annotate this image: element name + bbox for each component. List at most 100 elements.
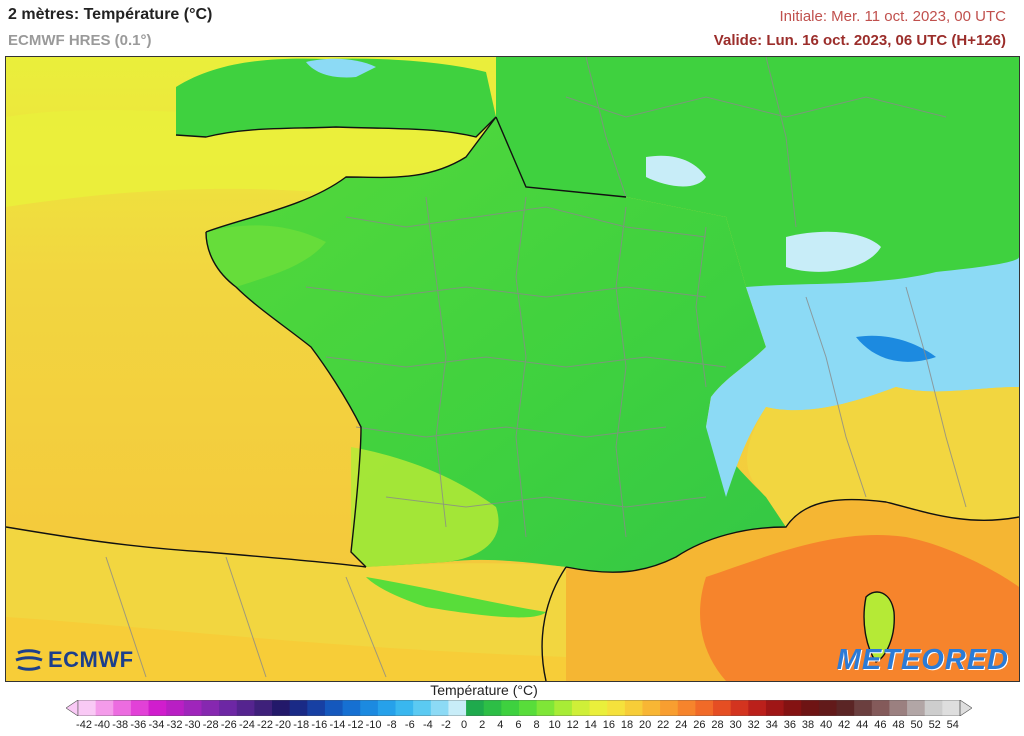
legend-max-arrow	[959, 700, 972, 716]
legend-swatch	[642, 700, 661, 716]
brittany-light	[206, 225, 326, 287]
legend-swatch	[377, 700, 397, 716]
legend-swatch	[907, 700, 926, 716]
legend-swatch	[183, 700, 202, 716]
legend-swatch	[589, 700, 608, 716]
legend-tick-label: 24	[675, 719, 688, 731]
legend-tick-label: -10	[365, 719, 382, 731]
legend-swatch	[730, 700, 749, 716]
initial-time: Initiale: Mer. 11 oct. 2023, 00 UTC	[779, 8, 1006, 25]
legend-tick-label: 10	[548, 719, 561, 731]
legend-tick-label: -32	[166, 719, 183, 731]
legend-swatch	[254, 700, 273, 716]
legend-swatch	[607, 700, 626, 716]
legend-swatch	[854, 700, 873, 716]
legend-swatch	[413, 700, 432, 716]
legend-swatch	[130, 700, 150, 716]
legend-tick-label: -34	[148, 719, 165, 731]
legend-ticks: -42 -40 -38 -36 -34 -32 -30 -28 -26 -24 -22 -20 -18-…	[0, 719, 1024, 735]
model-label: ECMWF HRES (0.1°)	[8, 32, 152, 49]
legend-swatch	[342, 700, 361, 716]
legend-title: Température (°C)	[430, 682, 538, 698]
legend-swatch	[113, 700, 132, 716]
legend-swatch	[201, 700, 220, 716]
temperature-map[interactable]: ECMWF METEORED	[5, 56, 1020, 682]
north-europe-land	[496, 57, 1019, 317]
legend-swatch	[519, 700, 538, 716]
legend-swatch	[78, 700, 97, 716]
legend-tick-label: 20	[638, 719, 652, 731]
legend-tick-label: -24	[238, 719, 255, 731]
legend-tick-label: -8	[386, 719, 397, 731]
legend-swatch	[818, 700, 838, 716]
legend-tick-label: 4	[497, 719, 504, 731]
legend-swatch	[924, 700, 943, 716]
legend-tick-label: -38	[112, 719, 129, 731]
legend-swatch	[748, 700, 767, 716]
france-land	[206, 117, 786, 573]
legend-swatch	[395, 700, 414, 716]
legend-swatch	[219, 700, 238, 716]
legend-swatch	[95, 700, 114, 716]
legend-swatch	[871, 700, 890, 716]
england-land	[176, 58, 496, 137]
legend-swatch	[236, 700, 255, 716]
legend-tick-label: 50	[910, 719, 923, 731]
legend-swatch	[695, 700, 714, 716]
southwest-yellowgreen	[351, 447, 499, 567]
map-canvas	[6, 57, 1019, 681]
legend-swatch	[765, 700, 785, 716]
legend-swatch	[148, 700, 167, 716]
legend-swatch	[307, 700, 326, 716]
legend-tick-label: -6	[404, 719, 415, 731]
corsica-land	[864, 592, 895, 662]
legend-swatch	[677, 700, 696, 716]
legend-swatch	[836, 700, 855, 716]
legend-tick-label: 2	[479, 719, 486, 731]
legend-tick-label: 18	[620, 719, 634, 731]
legend-swatch	[660, 700, 679, 716]
meteored-logo: METEORED	[836, 644, 1009, 676]
legend-tick-label: 48	[892, 719, 905, 731]
italy-po-valley	[747, 387, 1019, 527]
med-warm-core	[700, 535, 1019, 681]
legend-tick-label: 38	[801, 719, 815, 731]
legend-swatch	[166, 700, 185, 716]
legend-tick-label: 54	[946, 719, 959, 731]
legend-tick-label: -26	[220, 719, 237, 731]
legend-tick-label: -30	[184, 719, 201, 731]
legend-swatch	[536, 700, 555, 716]
legend-tick-label: -16	[311, 719, 328, 731]
legend-swatch	[324, 700, 344, 716]
legend-tick-label: 6	[515, 719, 522, 731]
legend-tick-label: 26	[693, 719, 706, 731]
legend-border	[77, 700, 961, 716]
temperature-color-scale	[66, 700, 972, 716]
legend-swatch	[501, 700, 520, 716]
alps-cold	[706, 257, 1019, 497]
legend-tick-label: 46	[874, 719, 887, 731]
legend-tick-label: 52	[928, 719, 941, 731]
map-title: 2 mètres: Température (°C)	[8, 6, 213, 23]
legend-tick-label: 12	[566, 719, 579, 731]
legend-swatch	[430, 700, 449, 716]
legend-swatch	[554, 700, 573, 716]
legend-tick-label: 34	[765, 719, 778, 731]
coastlines	[6, 116, 1019, 681]
pyrenees-cool	[366, 577, 546, 618]
admin-borders	[105, 57, 967, 678]
ecmwf-logo-text: ECMWF	[48, 647, 134, 672]
legend-min-arrow	[66, 700, 79, 716]
legend-swatch	[942, 700, 961, 716]
legend-swatch	[783, 700, 802, 716]
legend-tick-label: 0	[461, 719, 468, 731]
legend-tick-label: -22	[257, 719, 273, 731]
legend-tick-label: -4	[423, 719, 433, 731]
cold-patch-blackforest	[786, 231, 881, 272]
legend-tick-label: 40	[819, 719, 833, 731]
legend-swatch	[801, 700, 820, 716]
ecmwf-emblem-icon	[15, 649, 43, 671]
legend-tick-label: -42	[76, 719, 92, 731]
legend-swatch	[360, 700, 379, 716]
legend-tick-label: -36	[130, 719, 147, 731]
